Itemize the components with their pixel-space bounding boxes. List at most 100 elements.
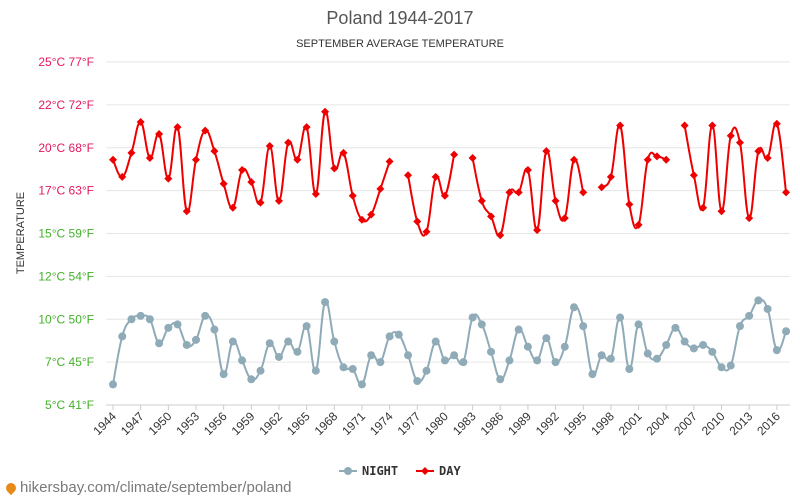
night-point <box>376 358 385 367</box>
day-point <box>450 150 459 159</box>
day-point <box>606 172 615 181</box>
day-point <box>468 154 477 163</box>
night-point <box>726 361 735 370</box>
day-point <box>385 157 394 166</box>
day-point <box>302 123 311 132</box>
x-tick-label: 2010 <box>699 409 728 438</box>
night-point <box>164 323 173 332</box>
night-point <box>754 296 763 305</box>
day-point <box>238 166 247 175</box>
grid-lines <box>106 61 790 406</box>
night-point <box>560 342 569 351</box>
day-point <box>533 226 542 235</box>
night-point <box>357 380 366 389</box>
day-point <box>726 131 735 140</box>
day-point <box>735 138 744 147</box>
x-tick-label: 1989 <box>505 409 534 438</box>
x-tick-label: 1950 <box>146 409 175 438</box>
night-point <box>431 337 440 346</box>
night-point <box>689 344 698 353</box>
day-point <box>274 196 283 205</box>
night-point <box>219 370 228 379</box>
x-tick-label: 1956 <box>201 409 230 438</box>
legend-item-night[interactable]: NIGHT <box>339 464 398 478</box>
day-point <box>247 178 256 187</box>
night-point <box>588 370 597 379</box>
night-point <box>468 313 477 322</box>
day-point <box>616 121 625 130</box>
day-point <box>652 152 661 161</box>
footer[interactable]: hikersbay.com/climate/september/poland <box>3 479 292 496</box>
night-point <box>735 322 744 331</box>
night-point <box>311 366 320 375</box>
legend-label: NIGHT <box>362 464 398 478</box>
day-point <box>367 210 376 219</box>
night-point <box>422 366 431 375</box>
night-point <box>201 311 210 320</box>
x-tick-label: 1986 <box>478 409 507 438</box>
x-axis: 1944194719501953195619591962196519681971… <box>90 404 790 438</box>
day-point <box>321 107 330 116</box>
day-point <box>782 188 791 197</box>
day-point <box>689 171 698 180</box>
series-night <box>109 296 791 389</box>
night-point <box>625 364 634 373</box>
night-point <box>662 340 671 349</box>
night-point <box>404 351 413 360</box>
day-point <box>265 142 274 151</box>
day-point <box>496 231 505 240</box>
night-point <box>413 376 422 385</box>
day-point <box>376 184 385 193</box>
x-tick-label: 1998 <box>588 409 617 438</box>
y-axis-label: TEMPERATURE <box>15 192 27 274</box>
night-point <box>717 363 726 372</box>
day-point <box>487 212 496 221</box>
night-point <box>597 351 606 360</box>
night-point <box>256 366 265 375</box>
x-tick-label: 1965 <box>284 409 313 438</box>
map-pin-icon <box>3 480 19 496</box>
day-point <box>570 155 578 164</box>
x-tick-label: 1974 <box>367 409 396 438</box>
day-point <box>763 154 772 163</box>
day-point <box>431 172 440 181</box>
day-point <box>228 203 237 212</box>
day-point <box>560 214 569 223</box>
day-point <box>523 166 532 175</box>
y-tick-label: 20°C 68°F <box>38 141 94 155</box>
day-point <box>597 183 606 192</box>
night-point <box>708 347 717 356</box>
legend: NIGHT DAY <box>339 464 461 478</box>
night-point <box>385 332 394 341</box>
legend-item-day[interactable]: DAY <box>416 464 461 478</box>
legend-marker <box>421 467 429 475</box>
day-point <box>772 119 781 128</box>
day-point <box>634 220 643 229</box>
day-point <box>413 217 422 226</box>
chart-subtitle: SEPTEMBER AVERAGE TEMPERATURE <box>296 38 504 50</box>
day-point <box>127 148 136 157</box>
day-point <box>422 227 431 236</box>
night-point <box>155 339 164 348</box>
night-point <box>265 339 274 348</box>
night-point <box>228 337 237 346</box>
y-tick-label: 15°C 59°F <box>38 227 94 241</box>
day-point <box>625 200 634 209</box>
night-point <box>643 349 652 358</box>
night-point <box>173 320 182 329</box>
footer-link[interactable]: hikersbay.com/climate/september/poland <box>20 479 292 496</box>
y-tick-label: 25°C 77°F <box>38 55 94 69</box>
day-point <box>551 196 560 205</box>
x-tick-label: 2016 <box>754 409 783 438</box>
day-point <box>173 123 182 132</box>
night-point <box>616 313 625 322</box>
day-point <box>330 164 339 173</box>
night-point <box>652 354 661 363</box>
day-point <box>477 196 486 205</box>
night-point <box>136 311 145 320</box>
night-point <box>459 358 468 367</box>
night-point <box>523 342 532 351</box>
x-tick-label: 1983 <box>450 409 479 438</box>
day-point <box>145 154 154 163</box>
day-point <box>643 155 652 164</box>
